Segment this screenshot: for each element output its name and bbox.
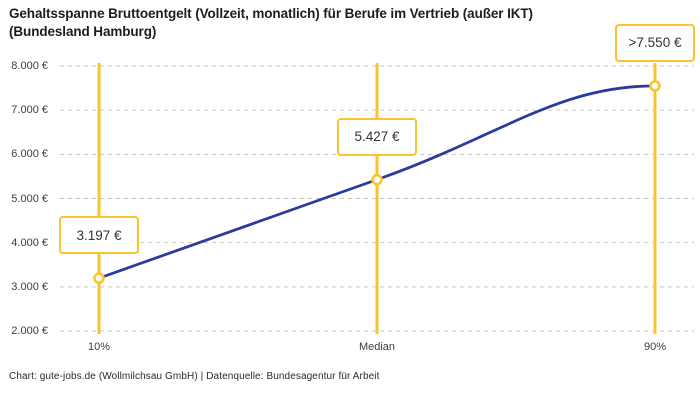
point-label: >7.550 €	[615, 23, 695, 62]
y-tick-label: 2.000 €	[11, 325, 48, 337]
chart-title-line2: (Bundesland Hamburg)	[9, 23, 157, 39]
x-tick-label: Median	[358, 341, 396, 353]
x-tick-label: 90%	[643, 341, 667, 353]
point-label: 5.427 €	[337, 117, 417, 156]
y-tick-label: 5.000 €	[11, 192, 48, 205]
chart-source: Chart: gute-jobs.de (Wollmilchsau GmbH) …	[9, 371, 380, 382]
y-tick-label: 3.000 €	[11, 280, 48, 293]
x-tick-label: 10%	[87, 341, 111, 353]
chart-title: Gehaltsspanne Bruttoentgelt (Vollzeit, m…	[9, 5, 649, 40]
data-point-marker	[371, 173, 383, 186]
point-label: 3.197 €	[59, 216, 139, 255]
data-point-marker	[649, 80, 661, 92]
y-tick-label: 7.000 €	[11, 104, 48, 117]
data-point-marker	[93, 272, 105, 284]
y-tick-label: 4.000 €	[11, 236, 48, 249]
salary-line	[97, 84, 657, 280]
y-tick-label: 6.000 €	[11, 148, 48, 161]
y-tick-label: 8.000 €	[11, 60, 48, 72]
chart-title-line1: Gehaltsspanne Bruttoentgelt (Vollzeit, m…	[9, 6, 533, 21]
